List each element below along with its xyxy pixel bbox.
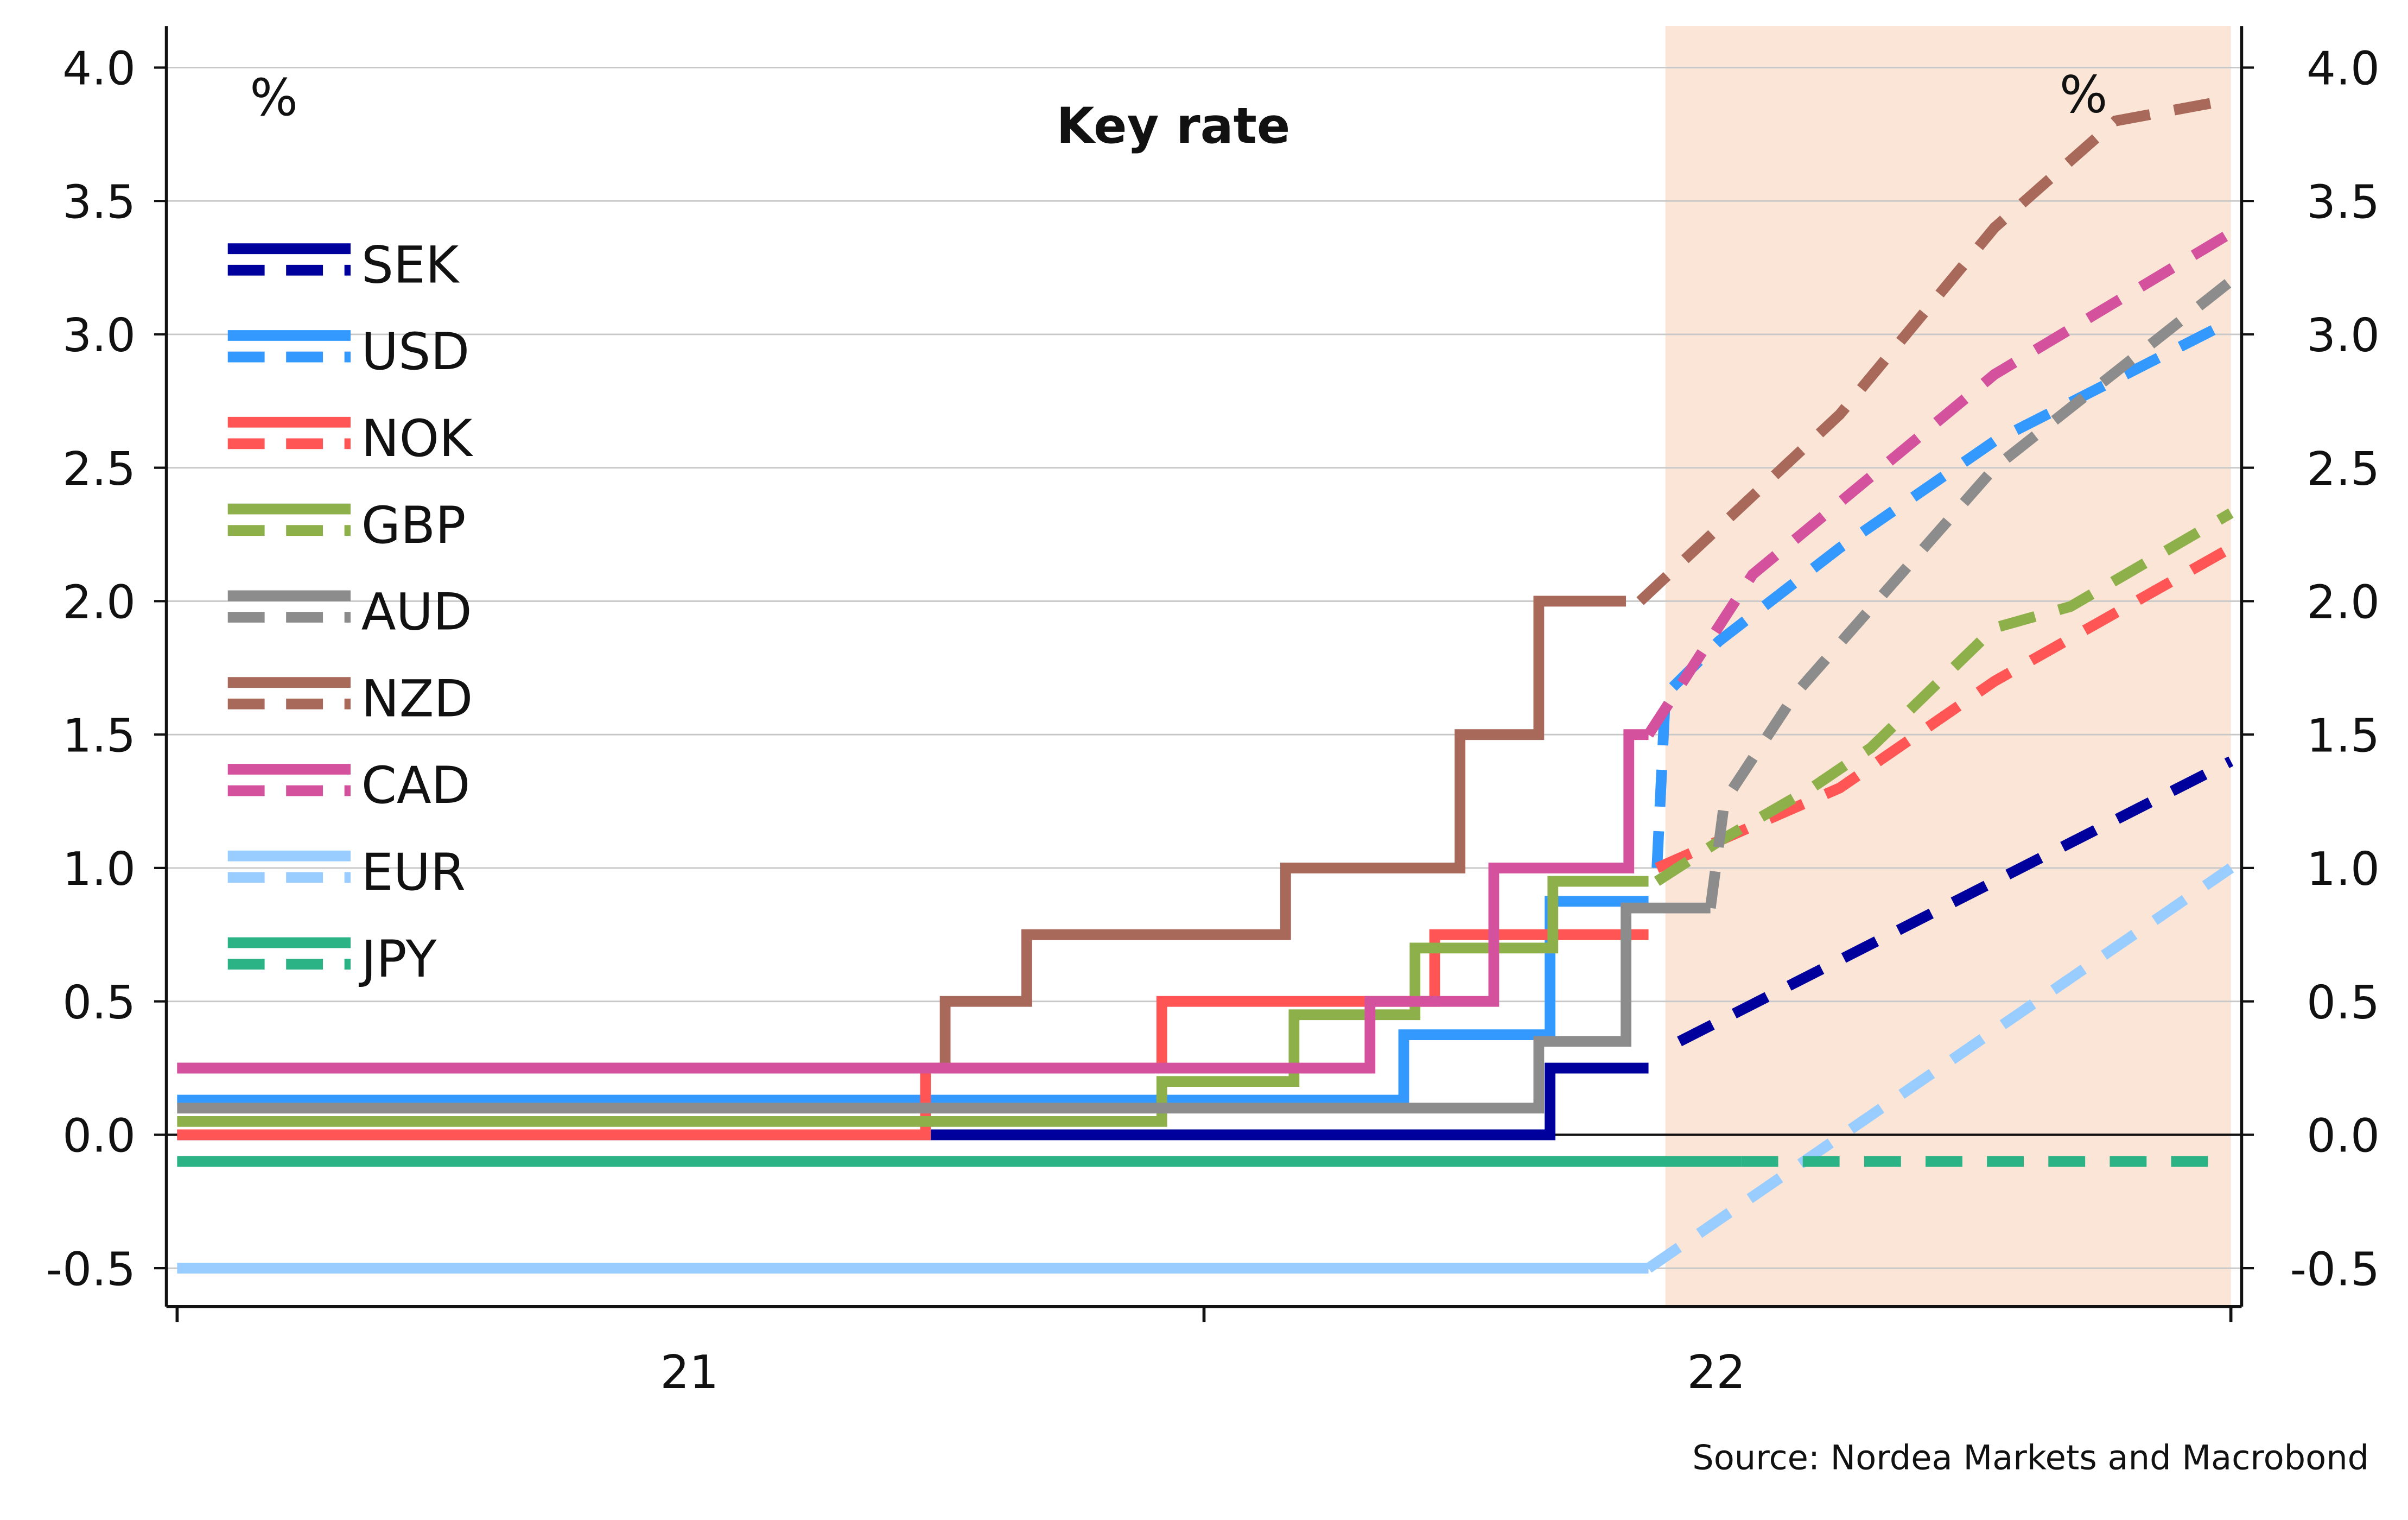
y-tick-label-left: 3.0 (62, 309, 136, 363)
y-tick-label-left: 1.0 (62, 843, 136, 896)
y-tick-label-right: 2.0 (2307, 576, 2380, 630)
y-tick-label-right: 3.5 (2307, 175, 2380, 229)
y-tick-label-left: 2.5 (62, 442, 136, 496)
series-nzd-actual (177, 596, 1626, 1074)
right-axis-unit: % (2060, 65, 2108, 124)
forecast-shade-layer (1665, 26, 2231, 1307)
legend-label: NZD (361, 669, 473, 729)
source-note: Source: Nordea Markets and Macrobond (1692, 1438, 2369, 1478)
axes (154, 26, 2254, 1322)
y-tick-label-left: 4.0 (62, 42, 136, 96)
legend-label: GBP (361, 496, 466, 555)
y-tick-label-right: 0.0 (2307, 1110, 2380, 1163)
x-tick-label: 21 (660, 1346, 719, 1399)
legend-label: CAD (361, 756, 471, 815)
y-tick-label-right: 2.5 (2307, 442, 2380, 496)
y-tick-label-left: 3.5 (62, 175, 136, 229)
y-tick-label-left: 1.5 (62, 709, 136, 763)
series-eur-forecast (1645, 863, 2234, 1273)
series-usd-actual (177, 896, 1649, 1106)
y-tick-label-right: 0.5 (2307, 976, 2380, 1030)
series-nzd-forecast (1636, 94, 2232, 605)
tick-labels: 4.0 4.0 3.5 3.5 3.0 3.0 2.5 2.5 2.0 2.0 1.5 1.5 1.0 1… (46, 42, 2379, 1399)
y-tick-label-left: 0.5 (62, 976, 136, 1030)
y-tick-label-left: 2.0 (62, 576, 136, 630)
y-tick-label-right: -0.5 (2290, 1243, 2380, 1296)
y-tick-label-right: 1.5 (2307, 709, 2380, 763)
legend-label: SEK (361, 236, 460, 295)
left-axis-unit: % (250, 68, 298, 128)
legend: SEK USD NOK GBP AUD NZD CAD EUR JPY (227, 236, 474, 989)
series-nok-forecast (1655, 543, 2234, 873)
series-gbp-actual (177, 876, 1649, 1127)
series-cad-forecast (1644, 228, 2234, 738)
y-tick-label-right: 4.0 (2307, 42, 2380, 96)
series-lines (177, 94, 2234, 1274)
series-usd-forecast (1651, 316, 2234, 869)
y-tick-label-left: 0.0 (62, 1110, 136, 1163)
y-tick-label-right: 3.0 (2307, 309, 2380, 363)
series-aud-actual (177, 902, 1711, 1114)
legend-label: JPY (359, 930, 437, 989)
y-tick-label-right: 1.0 (2307, 843, 2380, 896)
series-aud-forecast (1705, 276, 2234, 909)
x-tick-label: 22 (1687, 1346, 1745, 1399)
forecast-shade (1665, 26, 2231, 1307)
legend-label: USD (361, 322, 469, 382)
series-sek-forecast (1677, 756, 2234, 1047)
y-tick-label-left: -0.5 (46, 1243, 136, 1296)
legend-label: AUD (361, 583, 472, 642)
legend-label: EUR (361, 843, 466, 902)
series-cad-actual (177, 729, 1649, 1074)
legend-label: NOK (361, 409, 474, 468)
chart-title: Key rate (1057, 98, 1291, 155)
